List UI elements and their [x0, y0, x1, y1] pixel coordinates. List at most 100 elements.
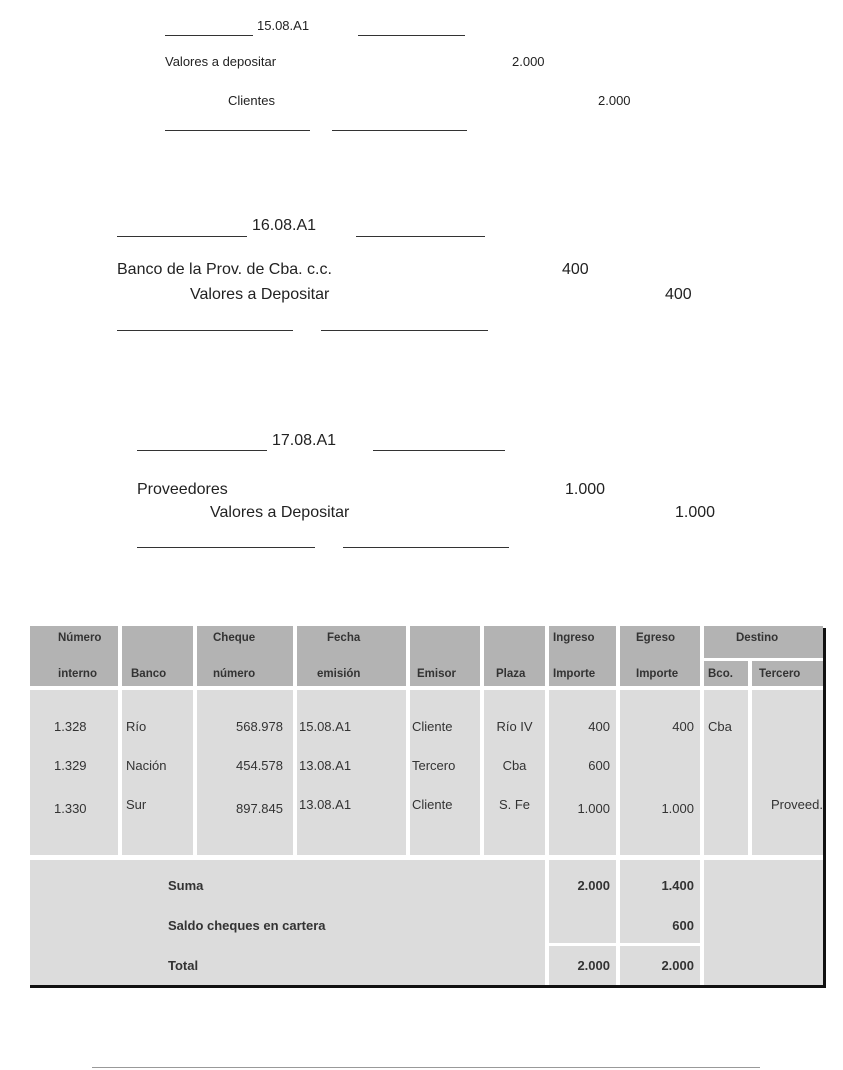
table-cell: Cliente: [412, 797, 453, 812]
footer-egreso: 1.400 600: [620, 860, 700, 943]
rule: [332, 130, 467, 131]
table-cell: 1.330: [54, 801, 87, 816]
header-text: Bco.: [708, 668, 733, 680]
header-fecha: Fecha emisión: [297, 626, 406, 686]
total-ingreso: 2.000: [577, 958, 610, 973]
table-border-bottom: [30, 985, 826, 988]
body-col: [410, 690, 480, 855]
header-text: Destino: [736, 632, 779, 644]
table-cell: Cba: [708, 719, 732, 734]
header-destino: Destino: [704, 626, 823, 658]
footer-destino: [704, 860, 823, 986]
table-border-right: [823, 628, 826, 988]
header-text: Emisor: [417, 668, 456, 680]
credit-account: Valores a Depositar: [190, 286, 330, 303]
table-cell: 15.08.A1: [299, 719, 352, 734]
body-col: [297, 690, 406, 855]
header-text: Fecha: [327, 632, 361, 644]
table-cell: Tercero: [412, 758, 456, 773]
entry-date: 15.08.A1: [257, 18, 310, 33]
credit-amount: 400: [665, 286, 692, 303]
header-text: interno: [58, 668, 97, 680]
table-cell: 1.328: [54, 719, 87, 734]
table-cell: Proveed.: [770, 797, 823, 812]
entry-date: 16.08.A1: [252, 217, 317, 234]
rule: [321, 330, 488, 331]
header-text: Importe: [553, 668, 596, 680]
body-col: [197, 690, 293, 855]
table-cell: 400: [588, 719, 610, 734]
table-cell: Cba: [502, 758, 527, 773]
credit-account: Clientes: [228, 93, 275, 108]
rule: [117, 236, 247, 237]
header-tercero: Tercero: [752, 661, 823, 686]
table-cell: 1.000: [577, 801, 610, 816]
table-cell: Cliente: [412, 719, 453, 734]
header-text: Tercero: [759, 668, 801, 680]
footer-ingreso: 2.000: [549, 860, 616, 943]
total-label: Total: [168, 958, 199, 973]
table-cell: Río: [126, 719, 147, 734]
header-text: Importe: [636, 668, 679, 680]
table-cell: S. Fe: [498, 797, 531, 812]
debit-account: Valores a depositar: [165, 54, 277, 69]
debit-amount: 1.000: [565, 481, 606, 498]
rule: [137, 547, 315, 548]
rule: [165, 130, 310, 131]
saldo-egreso: 600: [672, 918, 694, 933]
debit-account: Banco de la Prov. de Cba. c.c.: [117, 261, 332, 278]
table-cell: 1.329: [54, 758, 87, 773]
header-plaza: Plaza: [484, 626, 545, 686]
header-text: Egreso: [636, 632, 675, 644]
debit-amount: 400: [562, 261, 589, 278]
header-banco: Banco: [122, 626, 193, 686]
suma-ingreso: 2.000: [577, 878, 610, 893]
table-cell: 454.578: [236, 758, 283, 773]
header-emisor: Emisor: [410, 626, 480, 686]
footer-labels: Suma Saldo cheques en cartera Total: [30, 860, 545, 986]
bottom-rule: [92, 1067, 760, 1068]
rule: [356, 236, 485, 237]
rule: [343, 547, 509, 548]
header-text: número: [213, 668, 256, 680]
credit-amount: 2.000: [598, 93, 631, 108]
header-text: Plaza: [496, 668, 526, 680]
header-text: Número: [58, 632, 102, 644]
table-cell: 1.000: [661, 801, 694, 816]
rule: [358, 35, 465, 36]
table-cell: 568.978: [236, 719, 283, 734]
body-col: [122, 690, 193, 855]
body-col: [484, 690, 545, 855]
header-text: Cheque: [213, 632, 256, 644]
rule: [165, 35, 253, 36]
table-cell: 13.08.A1: [299, 758, 352, 773]
header-egreso: Egreso Importe: [620, 626, 700, 686]
entry-date: 17.08.A1: [272, 432, 337, 449]
header-cheque: Cheque número: [197, 626, 293, 686]
saldo-label: Saldo cheques en cartera: [168, 918, 326, 933]
table-cell: Sur: [126, 797, 147, 812]
suma-egreso: 1.400: [661, 878, 694, 893]
debit-amount: 2.000: [512, 54, 545, 69]
debit-account: Proveedores: [137, 481, 228, 498]
header-ingreso: Ingreso Importe: [549, 626, 616, 686]
header-text: Banco: [131, 668, 167, 680]
table-cell: Río IV: [496, 719, 533, 734]
rule: [137, 450, 267, 451]
table-cell: 600: [588, 758, 610, 773]
rule: [117, 330, 293, 331]
table-cell: 400: [672, 719, 694, 734]
header-numero: Número interno: [30, 626, 118, 686]
credit-account: Valores a Depositar: [210, 504, 350, 521]
body-col: [752, 690, 823, 855]
body-col: [30, 690, 118, 855]
body-col: [704, 690, 748, 855]
table-cell: Nación: [126, 758, 167, 773]
rule: [373, 450, 505, 451]
credit-amount: 1.000: [675, 504, 716, 521]
total-egreso-cell: 2.000: [620, 946, 700, 986]
body-col: [549, 690, 616, 855]
header-bco: Bco.: [704, 661, 748, 686]
